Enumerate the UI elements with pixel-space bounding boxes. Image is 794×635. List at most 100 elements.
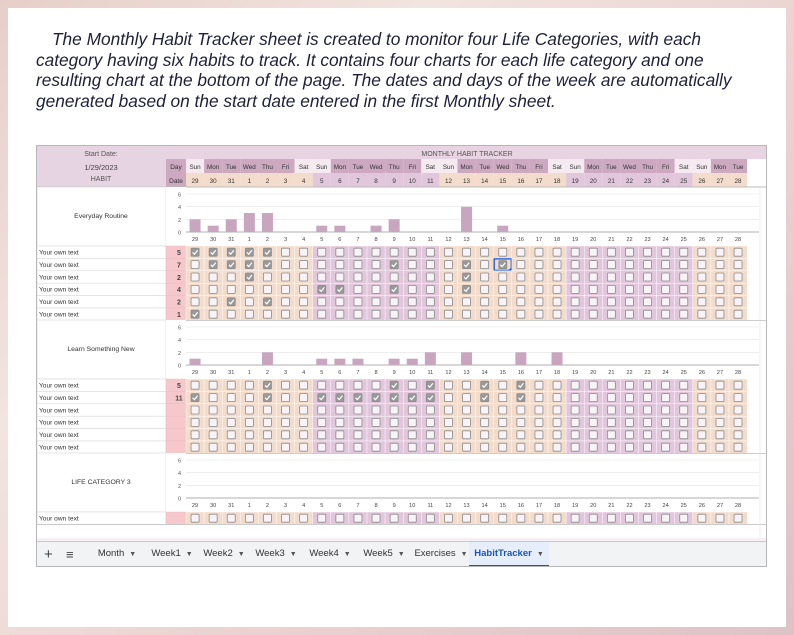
checkbox[interactable] [263,284,272,294]
checkbox-checked[interactable] [208,247,218,257]
checkbox[interactable] [299,284,309,294]
checkbox[interactable] [371,380,381,390]
checkbox[interactable] [516,513,526,523]
checkbox[interactable] [335,309,345,319]
checkbox-checked[interactable] [425,393,435,403]
checkbox[interactable] [733,393,743,403]
checkbox[interactable] [335,380,345,390]
checkbox[interactable] [516,247,526,257]
checkbox[interactable] [244,284,254,294]
checkbox[interactable] [552,272,562,282]
checkbox[interactable] [570,513,580,523]
habit-name[interactable]: Your own text [39,262,79,269]
checkbox[interactable] [643,260,652,269]
checkbox[interactable] [661,260,671,269]
checkbox[interactable] [552,309,562,319]
checkbox[interactable] [534,297,544,307]
checkbox[interactable] [498,442,508,452]
chevron-down-icon[interactable]: ▼ [129,551,137,558]
checkbox[interactable] [606,284,616,294]
checkbox[interactable] [281,297,290,307]
checkbox[interactable] [697,380,707,390]
checkbox[interactable] [190,380,200,390]
checkbox[interactable] [353,430,363,440]
checkbox-checked[interactable] [516,380,526,390]
checkbox[interactable] [263,513,272,523]
checkbox[interactable] [534,380,544,390]
checkbox[interactable] [516,430,526,440]
checkbox[interactable] [643,405,652,415]
checkbox[interactable] [733,430,743,440]
checkbox[interactable] [552,260,562,269]
checkbox[interactable] [643,393,652,403]
checkbox[interactable] [552,442,562,452]
checkbox[interactable] [444,380,453,390]
checkbox[interactable] [425,513,435,523]
habit-name[interactable]: Your own text [39,250,79,257]
checkbox[interactable] [516,417,526,427]
checkbox[interactable] [661,405,671,415]
checkbox[interactable] [552,247,562,257]
checkbox[interactable] [498,309,508,319]
checkbox[interactable] [679,309,689,319]
checkbox[interactable] [697,260,707,269]
checkbox[interactable] [407,513,417,523]
checkbox[interactable] [407,442,417,452]
checkbox[interactable] [480,513,490,523]
checkbox-checked[interactable] [244,247,254,257]
checkbox[interactable] [570,442,580,452]
checkbox[interactable] [661,297,671,307]
habit-name[interactable]: Your own text [39,407,79,414]
checkbox[interactable] [281,513,290,523]
checkbox[interactable] [462,430,471,440]
checkbox[interactable] [643,284,652,294]
checkbox[interactable] [715,284,725,294]
checkbox[interactable] [733,297,743,307]
checkbox[interactable] [407,417,417,427]
checkbox[interactable] [498,380,508,390]
checkbox[interactable] [679,284,689,294]
checkbox[interactable] [679,393,689,403]
checkbox[interactable] [263,417,272,427]
checkbox[interactable] [552,297,562,307]
checkbox-checked[interactable] [263,297,272,307]
checkbox[interactable] [389,247,399,257]
habit-name[interactable]: Your own text [39,445,79,452]
checkbox[interactable] [715,297,725,307]
checkbox[interactable] [444,284,453,294]
habit-name[interactable]: Your own text [39,312,79,319]
checkbox-checked[interactable] [425,380,435,390]
checkbox[interactable] [226,380,236,390]
checkbox[interactable] [625,309,634,319]
checkbox[interactable] [570,405,580,415]
habit-name[interactable]: Your own text [39,287,79,294]
checkbox-checked[interactable] [226,260,236,269]
checkbox[interactable] [480,442,490,452]
checkbox[interactable] [643,380,652,390]
checkbox[interactable] [588,284,598,294]
checkbox[interactable] [389,442,399,452]
checkbox[interactable] [480,260,490,269]
checkbox[interactable] [480,284,490,294]
checkbox[interactable] [462,417,471,427]
checkbox[interactable] [733,442,743,452]
checkbox[interactable] [371,442,381,452]
checkbox[interactable] [244,393,254,403]
checkbox[interactable] [661,393,671,403]
checkbox[interactable] [244,513,254,523]
checkbox-checked[interactable] [498,260,508,269]
checkbox[interactable] [425,417,435,427]
chevron-down-icon[interactable]: ▼ [343,551,351,558]
checkbox[interactable] [208,380,218,390]
checkbox[interactable] [353,442,363,452]
checkbox[interactable] [335,297,345,307]
checkbox[interactable] [570,393,580,403]
checkbox[interactable] [697,430,707,440]
checkbox[interactable] [679,442,689,452]
checkbox[interactable] [462,513,471,523]
checkbox-checked[interactable] [244,272,254,282]
checkbox[interactable] [534,284,544,294]
checkbox[interactable] [625,430,634,440]
checkbox[interactable] [643,272,652,282]
checkbox-checked[interactable] [190,393,200,403]
